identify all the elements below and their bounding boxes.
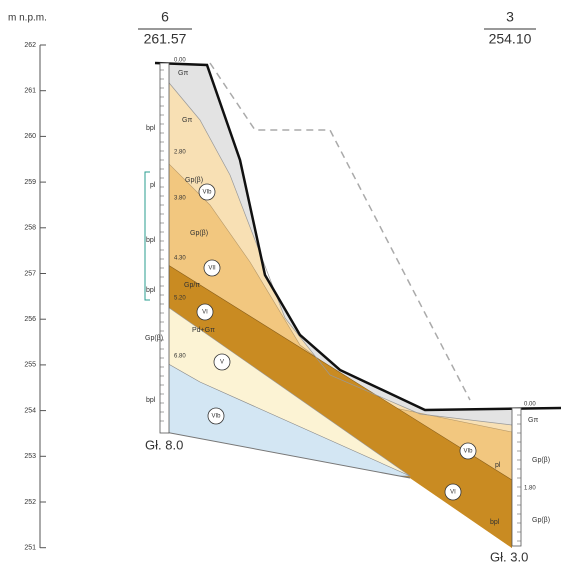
layer-label: Gp(β)	[532, 457, 550, 464]
layer-label: bpl	[146, 237, 156, 244]
layer-label: bpl	[146, 287, 156, 294]
depth-mark: 0.00	[174, 58, 186, 64]
borehole-elevation: 261.57	[144, 31, 187, 47]
layer-symbol-label: VII	[208, 266, 216, 272]
axis-label: 256	[24, 316, 36, 323]
axis-label: 258	[24, 225, 36, 232]
layer-label: bpl	[146, 125, 156, 132]
layer-label: Gp(β)	[190, 230, 208, 237]
depth-mark: 4.30	[174, 256, 186, 262]
axis-label: 253	[24, 453, 36, 460]
depth-mark: 3.80	[174, 196, 186, 202]
depth-mark: 0.00	[524, 402, 536, 408]
depth-mark: 2.80	[174, 150, 186, 156]
borehole-column	[160, 63, 169, 433]
axis-unit: m n.p.m.	[8, 13, 47, 24]
layer-label: Gπ	[178, 70, 188, 77]
layers	[160, 55, 561, 560]
layer-label: Gp(β)	[185, 177, 203, 184]
layer-symbol-label: VIb	[202, 190, 212, 196]
axis-label: 254	[24, 407, 36, 414]
layer-label: Gπ	[528, 417, 538, 424]
axis-label: 252	[24, 499, 36, 506]
layer-symbol-label: V	[220, 360, 224, 366]
layer-label: Gπ	[182, 117, 192, 124]
borehole-depth: Gł. 8.0	[145, 437, 183, 452]
axis-label: 259	[24, 179, 36, 186]
layer-label: Gp/π	[184, 282, 200, 289]
borehole-number: 3	[506, 9, 514, 25]
borehole-column	[512, 408, 521, 546]
borehole-elevation: 254.10	[489, 31, 532, 47]
borehole-depth: Gł. 3.0	[490, 549, 528, 564]
axis-label: 257	[24, 270, 36, 277]
layer-label: bpl	[490, 519, 500, 526]
axis-label: 262	[24, 42, 36, 49]
axis-label: 261	[24, 88, 36, 95]
layer-label: Gp(β)	[532, 517, 550, 524]
layer-label: Pd+Gπ	[192, 327, 215, 334]
layer-label: Gp(β)	[145, 335, 163, 342]
layer-label: bpl	[146, 397, 156, 404]
depth-mark: 1.80	[524, 486, 536, 492]
axis-label: 251	[24, 545, 36, 552]
layer-symbol-label: VIb	[211, 414, 221, 420]
layer-symbol-label: VIb	[463, 449, 473, 455]
layer-label: pl	[150, 182, 156, 189]
depth-mark: 6.80	[174, 354, 186, 360]
layer-symbol-label: VI	[202, 310, 208, 316]
axis-label: 260	[24, 133, 36, 140]
layer-symbol-label: VI	[450, 490, 456, 496]
axis-label: 255	[24, 362, 36, 369]
layer-label: pl	[495, 462, 501, 469]
cross-section: m n.p.m. 6 261.57 3 254.10 Gł. 8.0 Gł. 3…	[0, 0, 561, 570]
borehole-number: 6	[161, 9, 169, 25]
depth-mark: 5.20	[174, 296, 186, 302]
